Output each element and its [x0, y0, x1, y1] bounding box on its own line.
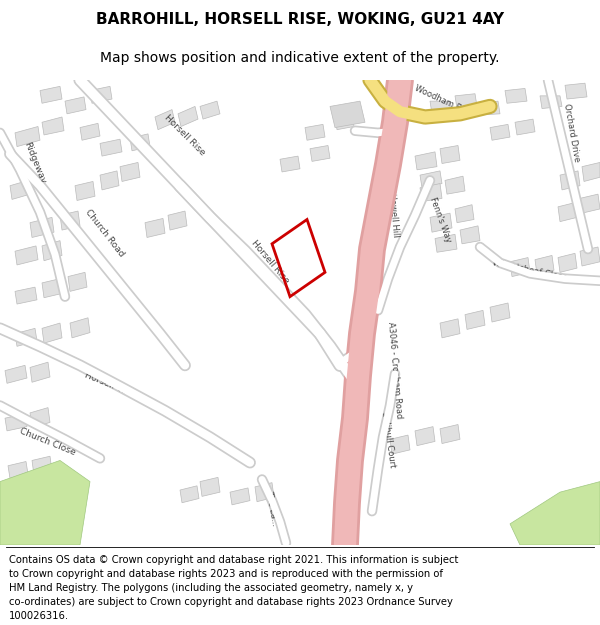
Text: Ridgeway: Ridgeway	[23, 140, 47, 184]
Polygon shape	[155, 109, 175, 129]
Polygon shape	[580, 247, 600, 266]
Polygon shape	[100, 139, 122, 156]
Polygon shape	[558, 202, 577, 222]
Polygon shape	[505, 89, 527, 103]
Polygon shape	[65, 97, 86, 114]
Polygon shape	[465, 311, 485, 329]
Text: Church Close: Church Close	[19, 426, 77, 457]
Polygon shape	[580, 194, 600, 213]
Polygon shape	[335, 114, 354, 129]
Text: Horsell Rise: Horsell Rise	[163, 113, 207, 157]
Polygon shape	[8, 461, 28, 478]
Polygon shape	[178, 106, 198, 126]
Polygon shape	[180, 486, 199, 502]
Text: co-ordinates) are subject to Crown copyright and database rights 2023 Ordnance S: co-ordinates) are subject to Crown copyr…	[9, 597, 453, 607]
Polygon shape	[510, 258, 530, 277]
Polygon shape	[560, 171, 580, 190]
Polygon shape	[390, 435, 410, 454]
Polygon shape	[430, 101, 452, 114]
Polygon shape	[90, 86, 112, 103]
Text: 100026316.: 100026316.	[9, 611, 69, 621]
Polygon shape	[0, 461, 90, 545]
Polygon shape	[130, 134, 150, 151]
Polygon shape	[5, 414, 27, 431]
Text: Horsell Vale: Horsell Vale	[83, 370, 136, 399]
Text: The La...: The La...	[265, 489, 280, 526]
Polygon shape	[70, 318, 90, 338]
Polygon shape	[445, 176, 465, 194]
Text: Wheatsheaf Close: Wheatsheaf Close	[492, 258, 568, 282]
Text: A3046 - Kettlewell Hill: A3046 - Kettlewell Hill	[383, 144, 401, 238]
Polygon shape	[200, 101, 220, 119]
Polygon shape	[430, 213, 452, 232]
Polygon shape	[420, 171, 442, 187]
Polygon shape	[40, 86, 62, 103]
Polygon shape	[60, 211, 80, 230]
Polygon shape	[68, 272, 87, 291]
Polygon shape	[540, 96, 562, 109]
Polygon shape	[460, 226, 480, 244]
Polygon shape	[455, 94, 477, 109]
Polygon shape	[435, 234, 457, 253]
Polygon shape	[30, 217, 54, 238]
Polygon shape	[200, 478, 220, 496]
Text: Contains OS data © Crown copyright and database right 2021. This information is : Contains OS data © Crown copyright and d…	[9, 554, 458, 564]
Text: Orchard Drive: Orchard Drive	[562, 103, 581, 162]
Polygon shape	[32, 456, 52, 475]
Polygon shape	[490, 303, 510, 322]
Polygon shape	[15, 126, 40, 147]
Polygon shape	[42, 323, 62, 343]
Polygon shape	[30, 408, 50, 428]
Polygon shape	[15, 287, 37, 304]
Polygon shape	[255, 482, 274, 502]
Text: Fenn's Way: Fenn's Way	[428, 196, 452, 243]
Text: to Crown copyright and database rights 2023 and is reproduced with the permissio: to Crown copyright and database rights 2…	[9, 569, 443, 579]
Text: Woodham Road: Woodham Road	[413, 83, 476, 119]
Polygon shape	[230, 488, 250, 505]
Polygon shape	[168, 211, 187, 230]
Polygon shape	[515, 119, 535, 135]
Polygon shape	[330, 101, 365, 127]
Polygon shape	[15, 246, 38, 265]
Polygon shape	[100, 171, 119, 190]
Polygon shape	[455, 205, 474, 222]
Polygon shape	[15, 328, 37, 346]
Text: BARROHILL, HORSELL RISE, WOKING, GU21 4AY: BARROHILL, HORSELL RISE, WOKING, GU21 4A…	[96, 12, 504, 28]
Polygon shape	[75, 181, 95, 201]
Polygon shape	[10, 179, 34, 199]
Polygon shape	[415, 427, 435, 446]
Polygon shape	[145, 219, 165, 238]
Polygon shape	[510, 482, 600, 545]
Text: A3046 - Crooham Road: A3046 - Crooham Road	[386, 322, 404, 419]
Polygon shape	[420, 184, 442, 201]
Text: Church Road: Church Road	[84, 208, 126, 259]
Polygon shape	[280, 156, 300, 172]
Polygon shape	[535, 256, 554, 274]
Polygon shape	[5, 366, 27, 383]
Text: Map shows position and indicative extent of the property.: Map shows position and indicative extent…	[100, 51, 500, 64]
Polygon shape	[120, 162, 140, 181]
Polygon shape	[80, 123, 100, 140]
Text: Solihull Court: Solihull Court	[380, 411, 397, 468]
Polygon shape	[440, 146, 460, 164]
Text: HM Land Registry. The polygons (including the associated geometry, namely x, y: HM Land Registry. The polygons (includin…	[9, 582, 413, 592]
Polygon shape	[480, 101, 500, 115]
Polygon shape	[42, 241, 62, 261]
Polygon shape	[440, 319, 460, 338]
Polygon shape	[305, 124, 325, 140]
Polygon shape	[490, 124, 510, 140]
Polygon shape	[558, 253, 577, 272]
Polygon shape	[30, 362, 50, 382]
Polygon shape	[415, 152, 437, 170]
Polygon shape	[440, 424, 460, 444]
Polygon shape	[310, 146, 330, 161]
Polygon shape	[565, 83, 587, 99]
Polygon shape	[582, 162, 600, 181]
Text: Horsell Rise: Horsell Rise	[250, 238, 290, 285]
Polygon shape	[42, 279, 62, 298]
Polygon shape	[42, 117, 64, 135]
